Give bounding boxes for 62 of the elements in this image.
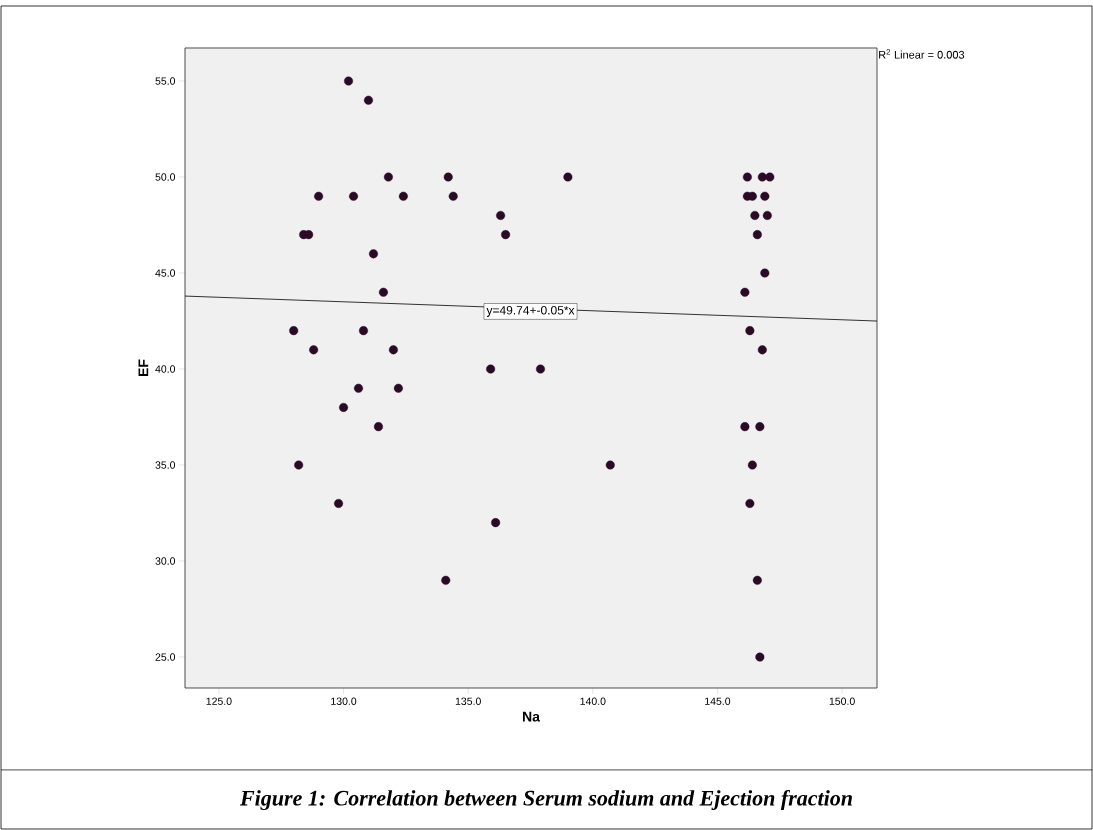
point xyxy=(745,498,755,508)
point xyxy=(344,76,354,86)
point xyxy=(740,287,750,297)
point xyxy=(368,249,378,259)
point xyxy=(388,345,398,355)
y-tick-label: 35.0 xyxy=(155,461,176,469)
point xyxy=(752,575,762,585)
y-tick-label: 55.0 xyxy=(155,77,176,85)
point xyxy=(349,191,359,201)
y-tick-label: 40.0 xyxy=(155,365,176,373)
point xyxy=(496,210,506,220)
point xyxy=(383,172,393,182)
y-tick-label: 25.0 xyxy=(155,653,176,661)
point xyxy=(747,460,757,470)
point xyxy=(443,172,453,182)
point xyxy=(393,383,403,393)
point xyxy=(448,191,458,201)
x-tick-label: 130.0 xyxy=(331,697,357,705)
point xyxy=(745,326,755,336)
x-axis-title: Na xyxy=(523,711,541,722)
point xyxy=(750,210,760,220)
point xyxy=(373,422,383,432)
y-tick-label: 30.0 xyxy=(155,557,176,565)
point xyxy=(563,172,573,182)
point xyxy=(752,230,762,240)
point xyxy=(314,191,324,201)
point xyxy=(755,652,765,662)
x-tick-label: 145.0 xyxy=(705,697,731,705)
point xyxy=(441,575,451,585)
point xyxy=(354,383,364,393)
point xyxy=(755,422,765,432)
point xyxy=(760,191,770,201)
x-tick-label: 150.0 xyxy=(829,697,855,705)
y-tick-label: 45.0 xyxy=(155,269,176,277)
point xyxy=(309,345,319,355)
point xyxy=(742,172,752,182)
x-tick-label: 140.0 xyxy=(580,697,606,705)
point xyxy=(358,326,368,336)
point xyxy=(740,422,750,432)
point xyxy=(757,345,767,355)
point xyxy=(339,402,349,412)
annotation: y=49.74+-0.05*x xyxy=(486,306,575,317)
point xyxy=(762,210,772,220)
point xyxy=(760,268,770,278)
point xyxy=(398,191,408,201)
point xyxy=(486,364,496,374)
point xyxy=(535,364,545,374)
point xyxy=(334,498,344,508)
point xyxy=(605,460,615,470)
point xyxy=(294,460,304,470)
point xyxy=(363,95,373,105)
point xyxy=(289,326,299,336)
point xyxy=(491,518,501,528)
y-axis-title: EF xyxy=(138,359,149,376)
y-tick-label: 50.0 xyxy=(155,173,176,181)
text: R$^{2}$ Linear = 0.003 xyxy=(879,49,965,59)
x-tick-label: 135.0 xyxy=(455,697,481,705)
caption: Figure 1: Correlation between Serum sodium and Ejection fraction xyxy=(239,789,852,811)
point xyxy=(765,172,775,182)
point xyxy=(501,230,511,240)
x-tick-label: 125.0 xyxy=(206,697,232,705)
point xyxy=(378,287,388,297)
